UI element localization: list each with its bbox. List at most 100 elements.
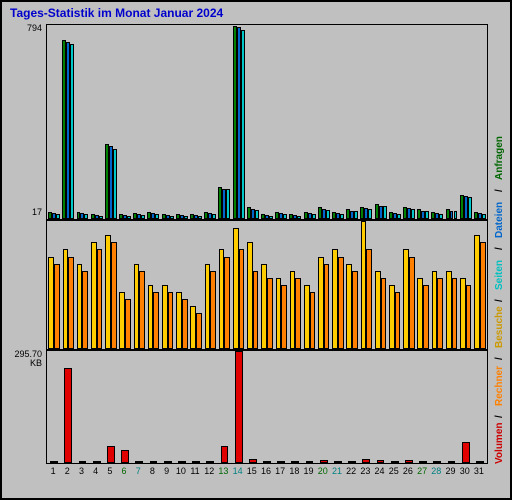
bar-seiten — [482, 214, 486, 219]
bar-rechner — [338, 257, 344, 349]
bar-rechner — [210, 271, 216, 349]
bar-volumen — [263, 461, 271, 463]
top-panel — [46, 24, 488, 220]
mid-panel — [46, 220, 488, 350]
bar-rechner — [82, 271, 88, 349]
bar-seiten — [297, 216, 301, 219]
legend-item: Volumen — [494, 423, 505, 464]
x-tick-label: 19 — [301, 466, 315, 476]
x-tick-label: 6 — [117, 466, 131, 476]
x-tick-label: 3 — [74, 466, 88, 476]
bar-seiten — [283, 214, 287, 219]
bar-volumen — [362, 459, 370, 463]
bar-rechner — [437, 278, 443, 349]
bar-seiten — [255, 210, 259, 219]
legend-separator: / — [494, 415, 505, 418]
bar-seiten — [454, 211, 458, 219]
top-ylabel-min: 17 — [2, 208, 42, 217]
bar-rechner — [423, 285, 429, 349]
bar-seiten — [383, 206, 387, 219]
bar-volumen — [121, 450, 129, 463]
x-tick-label: 30 — [458, 466, 472, 476]
bar-rechner — [54, 264, 60, 349]
bar-rechner — [224, 257, 230, 349]
x-tick-label: 4 — [89, 466, 103, 476]
x-tick-label: 1 — [46, 466, 60, 476]
bar-rechner — [111, 242, 117, 349]
bar-seiten — [99, 216, 103, 219]
legend-item: Besuche — [494, 306, 505, 348]
bar-volumen — [178, 461, 186, 463]
x-tick-label: 25 — [387, 466, 401, 476]
x-tick-label: 2 — [60, 466, 74, 476]
bar-volumen — [150, 461, 158, 463]
bar-volumen — [306, 461, 314, 463]
bar-rechner — [480, 242, 486, 349]
bar-rechner — [466, 285, 472, 349]
bar-seiten — [468, 197, 472, 219]
bar-seiten — [241, 30, 245, 219]
bar-seiten — [70, 44, 74, 219]
bar-seiten — [113, 149, 117, 219]
bar-rechner — [239, 249, 245, 349]
legend-item: Anfragen — [494, 136, 505, 180]
bar-volumen — [135, 461, 143, 463]
x-tick-label: 31 — [472, 466, 486, 476]
legend-separator: / — [494, 247, 505, 250]
bar-volumen — [192, 461, 200, 463]
legend: Volumen/Rechner/Besuche/Seiten/Dateien/A… — [494, 24, 508, 464]
bar-volumen — [448, 461, 456, 463]
bar-volumen — [107, 446, 115, 463]
bar-volumen — [249, 459, 257, 463]
bar-seiten — [212, 214, 216, 219]
bar-seiten — [425, 211, 429, 219]
bar-rechner — [139, 271, 145, 349]
bar-volumen — [433, 461, 441, 463]
bar-volumen — [476, 461, 484, 463]
bar-volumen — [64, 368, 72, 463]
bar-seiten — [141, 215, 145, 219]
legend-item: Seiten — [494, 260, 505, 290]
bar-rechner — [381, 278, 387, 349]
x-tick-label: 9 — [160, 466, 174, 476]
bar-rechner — [267, 278, 273, 349]
bar-seiten — [368, 209, 372, 219]
bar-volumen — [348, 461, 356, 463]
bar-seiten — [226, 189, 230, 219]
x-tick-label: 23 — [358, 466, 372, 476]
bar-seiten — [184, 216, 188, 219]
x-tick-label: 29 — [443, 466, 457, 476]
bot-ylabel-max: 295.70 KB — [2, 350, 42, 368]
bar-rechner — [182, 299, 188, 349]
bar-rechner — [452, 278, 458, 349]
x-tick-label: 8 — [145, 466, 159, 476]
bar-volumen — [391, 461, 399, 463]
bar-seiten — [397, 214, 401, 219]
bar-seiten — [354, 211, 358, 219]
bar-seiten — [155, 214, 159, 219]
bar-volumen — [291, 461, 299, 463]
x-tick-label: 7 — [131, 466, 145, 476]
bar-rechner — [366, 249, 372, 349]
bar-rechner — [281, 285, 287, 349]
x-tick-label: 28 — [429, 466, 443, 476]
legend-separator: / — [494, 357, 505, 360]
bar-rechner — [409, 257, 415, 349]
bar-seiten — [170, 216, 174, 219]
chart-container: Tages-Statistik im Monat Januar 2024 794… — [0, 0, 512, 500]
x-tick-label: 10 — [174, 466, 188, 476]
bar-seiten — [340, 214, 344, 219]
bar-rechner — [253, 271, 259, 349]
bar-seiten — [198, 216, 202, 219]
bar-seiten — [84, 214, 88, 219]
x-tick-label: 21 — [330, 466, 344, 476]
x-tick-label: 14 — [231, 466, 245, 476]
bar-rechner — [310, 292, 316, 349]
bar-seiten — [269, 216, 273, 219]
top-ylabel-max: 794 — [2, 24, 42, 33]
bar-volumen — [405, 460, 413, 463]
bar-rechner — [395, 292, 401, 349]
bar-volumen — [462, 442, 470, 463]
bar-seiten — [312, 214, 316, 219]
x-tick-label: 15 — [245, 466, 259, 476]
